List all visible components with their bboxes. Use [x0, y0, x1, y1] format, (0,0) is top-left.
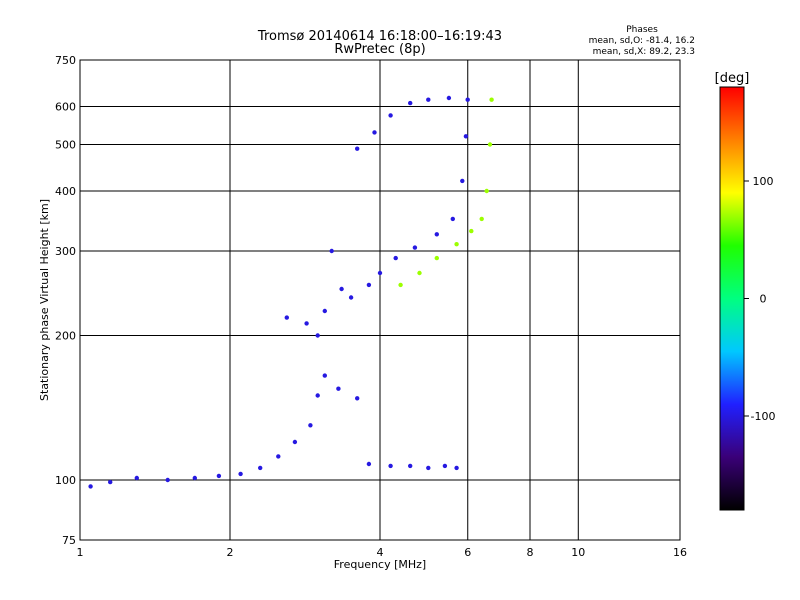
echo-point [377, 270, 383, 276]
x-tick-label: 10 [571, 546, 585, 559]
echo-point [308, 423, 313, 428]
echo-point [134, 475, 139, 481]
chart-subtitle: RwPretec (8p) [334, 42, 425, 57]
echo-point [408, 463, 413, 469]
echo-point [484, 188, 489, 194]
echo-point [469, 228, 474, 234]
echo-point [366, 461, 372, 467]
x-tick-label: 4 [377, 546, 384, 559]
x-tick-label: 6 [464, 546, 471, 559]
echo-point [417, 270, 422, 276]
echo-point [192, 475, 197, 481]
colorbar-tick-label: 100 [753, 175, 774, 188]
echo-point [315, 393, 320, 398]
echo-point [292, 439, 298, 445]
echo-point [487, 142, 493, 147]
echo-point [489, 97, 494, 102]
echo-point [355, 146, 360, 151]
chart-title: Tromsø 20140614 16:18:00–16:19:43 [257, 29, 502, 44]
echo-point [434, 255, 439, 261]
echo-point [258, 465, 263, 471]
echo-point [88, 484, 93, 489]
echo-point [348, 295, 354, 300]
y-tick-label: 300 [55, 245, 76, 258]
colorbar-tick-label: -100 [751, 410, 776, 423]
echo-point [454, 242, 459, 247]
echo-point [238, 471, 243, 477]
echo-point [442, 463, 448, 469]
echo-point [388, 463, 393, 469]
y-tick-label: 100 [55, 474, 76, 487]
echo-point [426, 97, 431, 102]
stats-o: mean, sd,O: -81.4, 16.2 [589, 36, 695, 46]
echo-point [454, 465, 459, 471]
echo-point [339, 286, 344, 292]
colorbar [719, 86, 745, 511]
echo-point [450, 216, 455, 222]
x-tick-label: 2 [227, 546, 234, 559]
x-tick-label: 16 [673, 546, 687, 559]
echo-point [329, 248, 334, 254]
echo-point [463, 134, 469, 139]
echo-point [393, 255, 398, 261]
echo-point [322, 308, 327, 314]
colorbar-ticks: 100 0 -100 [744, 175, 775, 423]
axis-ticks: 1 2 4 6 8 10 16 75 100 200 300 400 500 600 750 [55, 54, 687, 559]
echo-point [398, 282, 403, 288]
echo-point [460, 178, 465, 184]
echo-point [315, 333, 320, 338]
echo-point [304, 321, 309, 326]
echo-point [336, 386, 341, 391]
y-tick-label: 750 [55, 54, 76, 67]
echo-point [408, 100, 413, 106]
echo-point [465, 97, 470, 102]
echo-point [446, 95, 452, 101]
echo-point [426, 465, 431, 471]
colorbar-tick-label: 0 [760, 293, 767, 306]
y-tick-label: 75 [62, 534, 76, 547]
x-tick-label: 1 [77, 546, 84, 559]
data-points [88, 95, 494, 489]
grid-lines [80, 60, 680, 540]
stats-x: mean, sd,X: 89.2, 23.3 [593, 47, 695, 57]
echo-point [322, 373, 327, 378]
echo-point [216, 473, 222, 479]
colorbar-label: [deg] [715, 71, 750, 86]
echo-point [355, 396, 360, 401]
echo-point [108, 479, 113, 485]
y-tick-label: 600 [55, 101, 76, 114]
echo-point [412, 245, 418, 250]
echo-point [276, 454, 281, 459]
echo-point [479, 216, 484, 222]
echo-point [366, 282, 372, 288]
x-tick-label: 8 [527, 546, 534, 559]
y-axis-label: Stationary phase Virtual Height [km] [38, 199, 51, 401]
echo-point [388, 113, 393, 118]
echo-point [165, 477, 170, 483]
echo-point [284, 315, 289, 320]
y-tick-label: 400 [55, 185, 76, 198]
x-axis-label: Frequency [MHz] [334, 558, 426, 571]
echo-point [434, 232, 439, 237]
echo-point [372, 130, 377, 135]
y-tick-label: 200 [55, 330, 76, 343]
stats-title: Phases [626, 25, 658, 35]
y-tick-label: 500 [55, 139, 76, 152]
